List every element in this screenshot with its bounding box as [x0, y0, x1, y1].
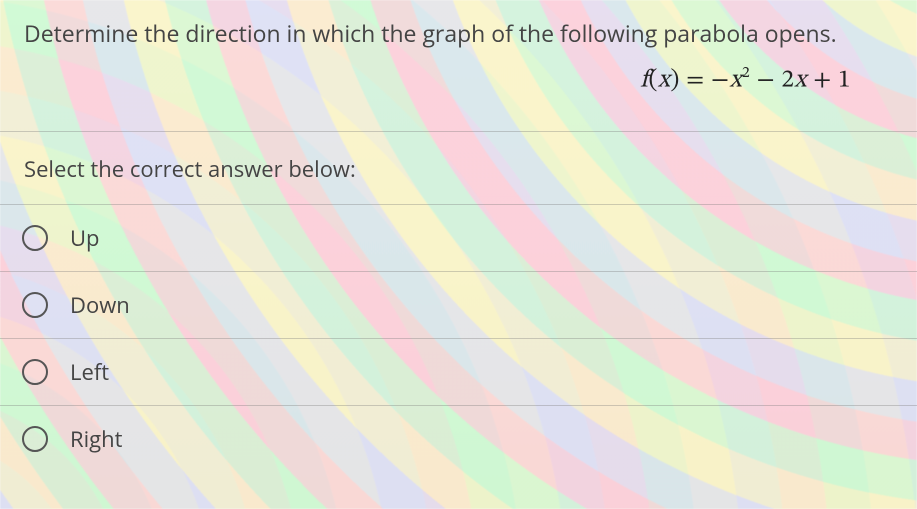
radio-icon	[22, 359, 48, 385]
question-container: Determine the direction in which the gra…	[0, 0, 917, 509]
option-left[interactable]: Left	[0, 338, 917, 405]
question-block: Determine the direction in which the gra…	[0, 0, 917, 131]
radio-icon	[22, 292, 48, 318]
prompt-text: Select the correct answer below:	[24, 154, 893, 184]
radio-icon	[22, 426, 48, 452]
option-label: Right	[70, 424, 122, 454]
option-label: Left	[70, 357, 109, 387]
option-right[interactable]: Right	[0, 405, 917, 472]
question-text: Determine the direction in which the gra…	[24, 18, 893, 49]
prompt-block: Select the correct answer below:	[0, 132, 917, 204]
option-label: Down	[70, 290, 130, 320]
option-label: Up	[70, 223, 100, 253]
option-down[interactable]: Down	[0, 271, 917, 338]
formula-display: f(x) = −x2 − 2x + 1	[24, 49, 893, 121]
radio-icon	[22, 225, 48, 251]
option-up[interactable]: Up	[0, 204, 917, 271]
